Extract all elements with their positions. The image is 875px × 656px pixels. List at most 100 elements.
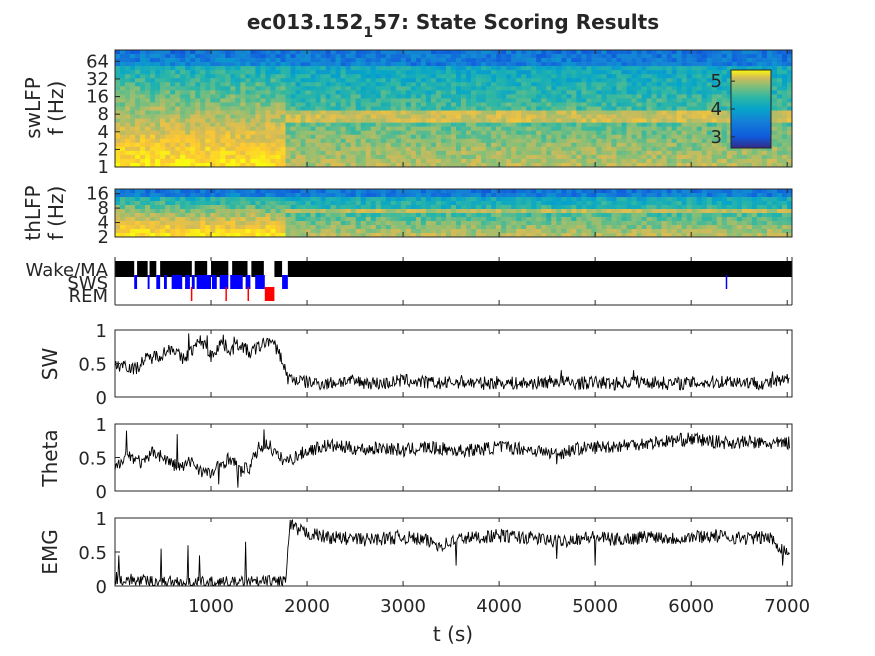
heatmap-cell <box>180 138 186 144</box>
heatmap-cell <box>280 110 286 115</box>
heatmap-cell <box>405 146 412 152</box>
heatmap-cell <box>375 58 382 63</box>
heatmap-cell <box>541 201 547 206</box>
heatmap-cell <box>551 130 557 136</box>
heatmap-cell <box>210 102 216 107</box>
heatmap-cell <box>671 146 677 152</box>
heatmap-cell <box>125 162 131 168</box>
heatmap-cell <box>345 118 351 123</box>
heatmap-cell <box>631 98 637 103</box>
heatmap-cell <box>395 86 402 91</box>
heatmap-cell <box>310 162 316 168</box>
heatmap-cell <box>696 114 703 119</box>
heatmap-cell <box>380 142 387 148</box>
heatmap-cell <box>410 130 417 136</box>
heatmap-cell <box>360 134 367 140</box>
heatmap-cell <box>661 94 667 99</box>
heatmap-cell <box>300 146 306 152</box>
heatmap-cell <box>275 126 281 131</box>
heatmap-cell <box>295 146 301 152</box>
heatmap-cell <box>476 213 482 218</box>
heatmap-cell <box>786 118 793 123</box>
heatmap-cell <box>325 142 331 148</box>
heatmap-cell <box>300 158 306 164</box>
heatmap-cell <box>150 98 156 103</box>
heatmap-cell <box>420 82 427 87</box>
heatmap-cell <box>115 82 121 87</box>
heatmap-cell <box>551 58 557 63</box>
heatmap-cell <box>330 82 336 87</box>
heatmap-cell <box>731 62 738 67</box>
heatmap-cell <box>390 70 397 75</box>
heatmap-cell <box>390 193 397 198</box>
heatmap-cell <box>591 94 597 99</box>
heatmap-cell <box>305 122 311 127</box>
heatmap-cell <box>556 86 562 91</box>
heatmap-cell <box>786 66 793 71</box>
heatmap-cell <box>400 98 407 103</box>
heatmap-cell <box>170 217 176 222</box>
heatmap-cell <box>210 82 216 87</box>
heatmap-cell <box>180 66 186 71</box>
heatmap-cell <box>686 138 692 144</box>
heatmap-cell <box>561 154 567 160</box>
heatmap-cell <box>621 130 627 136</box>
heatmap-cell <box>716 118 723 123</box>
heatmap-cell <box>435 110 442 115</box>
heatmap-cell <box>766 58 773 63</box>
heatmap-cell <box>686 110 692 115</box>
heatmap-cell <box>551 66 557 71</box>
heatmap-cell <box>285 134 291 140</box>
heatmap-cell <box>546 74 552 79</box>
heatmap-cell <box>275 98 281 103</box>
heatmap-cell <box>736 150 743 156</box>
heatmap-cell <box>486 94 492 99</box>
heatmap-cell <box>270 154 276 160</box>
heatmap-cell <box>245 122 251 127</box>
heatmap-cell <box>300 70 306 75</box>
heatmap-cell <box>360 130 367 136</box>
heatmap-cell <box>275 62 281 67</box>
heatmap-cell <box>140 146 146 152</box>
heatmap-cell <box>165 189 171 194</box>
heatmap-cell <box>486 90 492 95</box>
heatmap-cell <box>115 209 121 214</box>
heatmap-cell <box>295 154 301 160</box>
heatmap-cell <box>611 102 617 107</box>
heatmap-cell <box>476 58 482 63</box>
heatmap-cell <box>711 114 718 119</box>
heatmap-cell <box>360 146 367 152</box>
heatmap-cell <box>731 146 738 152</box>
heatmap-cell <box>405 201 412 206</box>
heatmap-cell <box>586 110 592 115</box>
heatmap-cell <box>300 154 306 160</box>
heatmap-cell <box>711 86 718 91</box>
heatmap-cell <box>631 66 637 71</box>
heatmap-cell <box>496 197 502 202</box>
heatmap-cell <box>185 205 191 210</box>
heatmap-cell <box>155 197 161 202</box>
heatmap-cell <box>491 201 497 206</box>
heatmap-cell <box>491 114 497 119</box>
heatmap-cell <box>165 122 171 127</box>
heatmap-cell <box>370 106 377 111</box>
heatmap-cell <box>385 193 392 198</box>
heatmap-cell <box>516 118 522 123</box>
heatmap-cell <box>335 90 341 95</box>
heatmap-cell <box>200 229 206 234</box>
heatmap-cell <box>606 162 612 168</box>
heatmap-cell <box>536 189 542 194</box>
heatmap-cell <box>380 197 387 202</box>
heatmap-cell <box>340 94 346 99</box>
heatmap-cell <box>365 225 372 230</box>
heatmap-cell <box>701 126 708 131</box>
heatmap-cell <box>190 158 196 164</box>
heatmap-cell <box>410 110 417 115</box>
heatmap-cell <box>150 86 156 91</box>
heatmap-cell <box>205 110 211 115</box>
heatmap-cell <box>175 134 181 140</box>
heatmap-cell <box>200 213 206 218</box>
heatmap-cell <box>270 66 276 71</box>
heatmap-cell <box>566 126 572 131</box>
heatmap-cell <box>155 225 161 230</box>
